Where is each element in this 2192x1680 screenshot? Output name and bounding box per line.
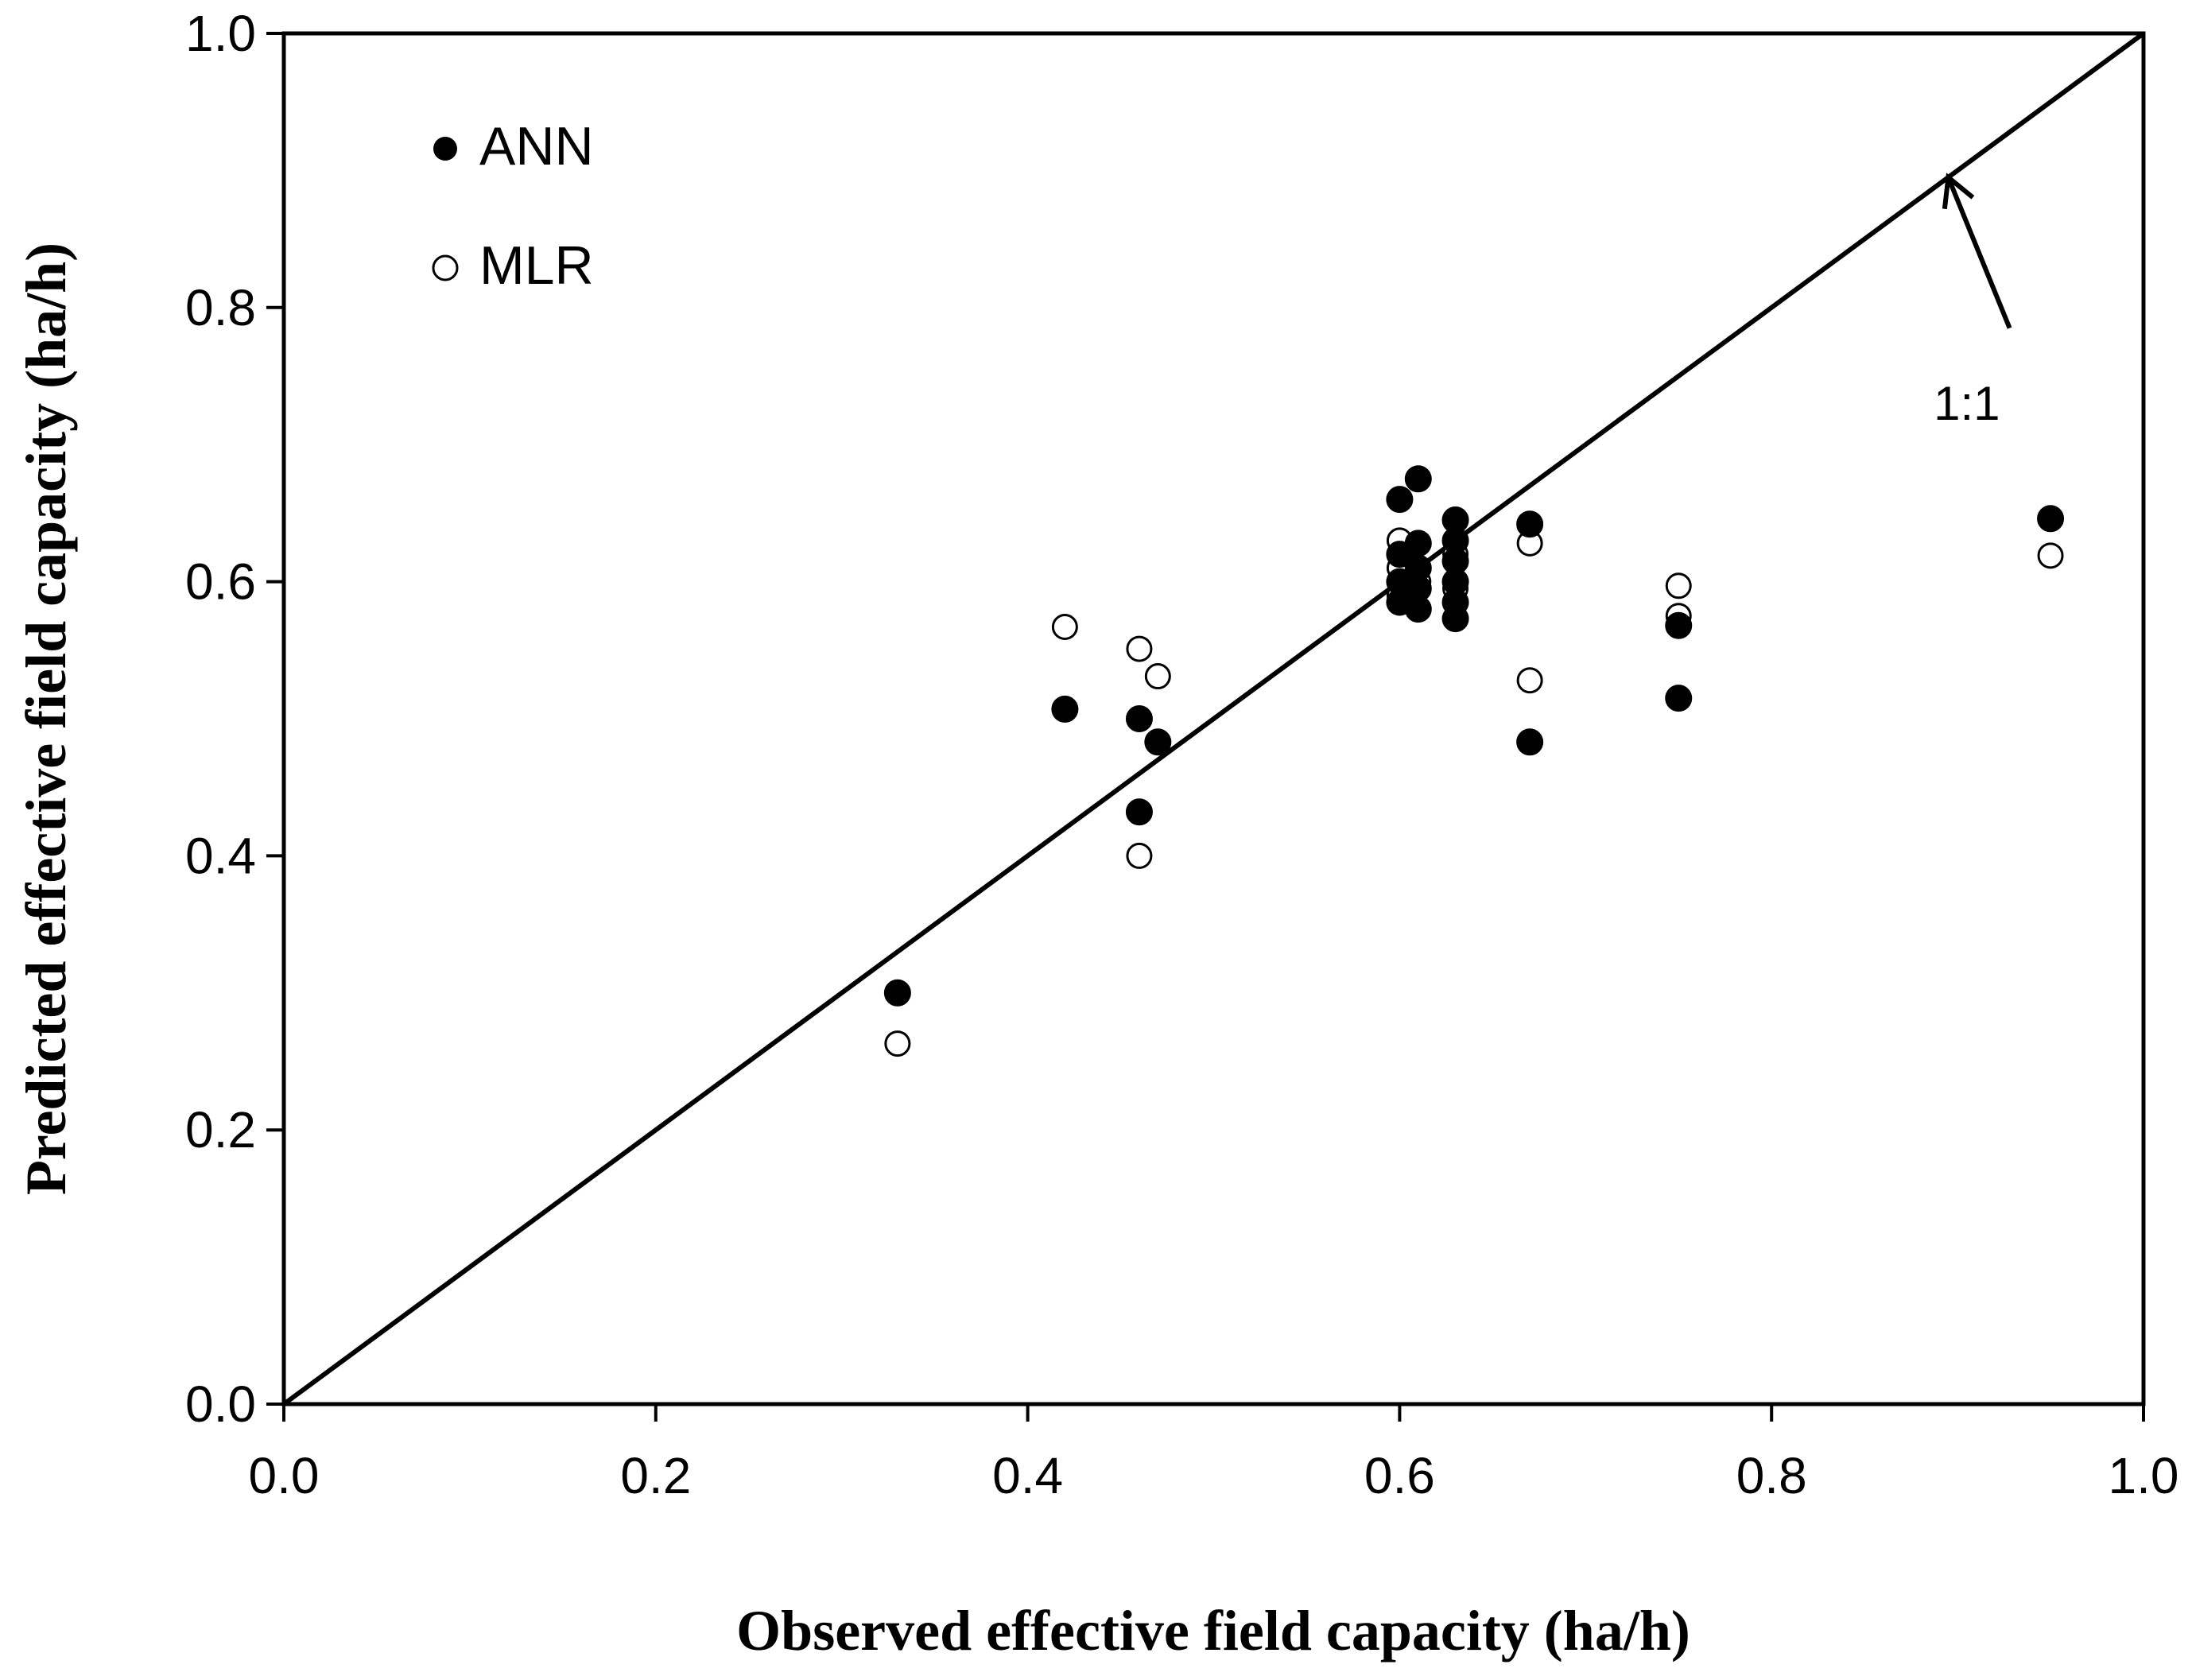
point-ann (1441, 605, 1469, 633)
y-tick-label: 0.4 (185, 827, 256, 884)
point-ann (1125, 798, 1153, 826)
point-ann (1404, 530, 1432, 557)
y-tick-label: 0.6 (185, 553, 256, 611)
point-ann (1144, 728, 1172, 756)
x-tick-label: 1.0 (2109, 1447, 2179, 1504)
point-ann (1516, 510, 1544, 538)
point-mlr (1126, 842, 1153, 869)
point-mlr (884, 1030, 911, 1057)
point-ann (1051, 695, 1079, 723)
y-tick-label: 1.0 (185, 5, 256, 62)
annotation-arrow-shaft (1946, 176, 2012, 329)
point-ann (1665, 685, 1693, 712)
point-ann (2037, 505, 2065, 533)
annotation-arrow-head (1942, 173, 1975, 210)
legend-ann-marker (433, 137, 457, 161)
point-ann (1404, 465, 1432, 493)
y-tick-label: 0.0 (185, 1375, 256, 1433)
point-mlr (1051, 613, 1078, 640)
point-ann (1125, 705, 1153, 732)
point-ann (1404, 596, 1432, 623)
y-tick-label: 0.2 (185, 1101, 256, 1158)
point-ann (1665, 611, 1693, 639)
one-to-one-annotation: 1:1 (1934, 173, 2012, 430)
legend-ann-label: ANN (479, 116, 594, 177)
one-to-one-line (282, 31, 2145, 1406)
annotation-label: 1:1 (1934, 377, 2000, 430)
point-mlr (1144, 663, 1171, 690)
legend-mlr-marker (432, 254, 459, 281)
x-axis-title: Observed effective field capacity (ha/h) (736, 1599, 1690, 1663)
y-axis-ticks: 0.0 0.2 0.4 0.6 0.8 1.0 (185, 5, 284, 1433)
y-tick-label: 0.8 (185, 279, 256, 336)
point-ann (1386, 486, 1414, 514)
point-ann (883, 979, 911, 1007)
data-points (883, 465, 2065, 1057)
y-axis-title: Predicted effective field capacity (ha/h… (14, 242, 78, 1195)
point-mlr (1126, 635, 1153, 662)
point-ann (1516, 728, 1544, 756)
legend-mlr-label: MLR (479, 235, 594, 296)
x-tick-label: 0.8 (1736, 1447, 1807, 1504)
x-tick-label: 0.0 (249, 1447, 320, 1504)
point-mlr (1665, 572, 1692, 599)
point-mlr (1516, 667, 1543, 694)
x-tick-label: 0.2 (620, 1447, 691, 1504)
x-tick-label: 0.6 (1364, 1447, 1435, 1504)
x-tick-label: 0.4 (992, 1447, 1063, 1504)
x-axis-ticks: 0.0 0.2 0.4 0.6 0.8 1.0 (249, 1404, 2179, 1504)
legend: ANN MLR (432, 116, 594, 296)
point-mlr (2037, 542, 2064, 569)
